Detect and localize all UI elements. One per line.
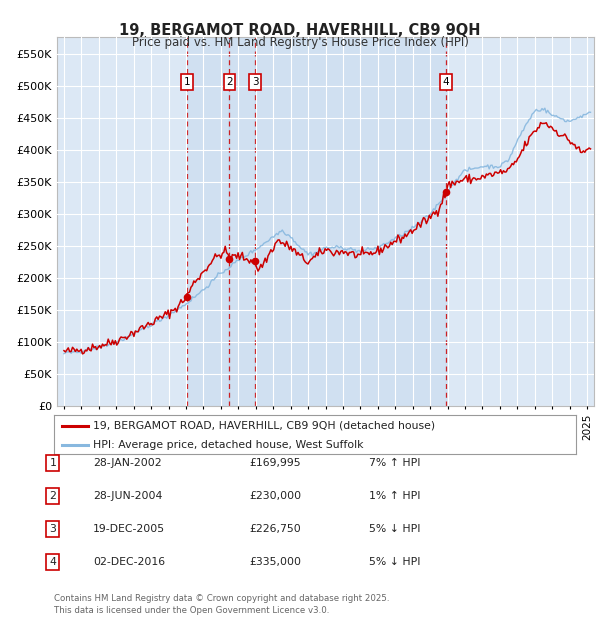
Text: 19, BERGAMOT ROAD, HAVERHILL, CB9 9QH (detached house): 19, BERGAMOT ROAD, HAVERHILL, CB9 9QH (d… — [93, 421, 435, 431]
Text: 19-DEC-2005: 19-DEC-2005 — [93, 524, 165, 534]
Text: 5% ↓ HPI: 5% ↓ HPI — [369, 557, 421, 567]
Text: 1: 1 — [49, 458, 56, 468]
Text: £335,000: £335,000 — [249, 557, 301, 567]
Bar — [229, 37, 255, 406]
Text: 1% ↑ HPI: 1% ↑ HPI — [369, 491, 421, 501]
Text: £226,750: £226,750 — [249, 524, 301, 534]
Text: 4: 4 — [49, 557, 56, 567]
Bar — [255, 37, 446, 406]
Bar — [187, 37, 229, 406]
Text: 28-JAN-2002: 28-JAN-2002 — [93, 458, 161, 468]
Text: 3: 3 — [252, 77, 259, 87]
Text: £230,000: £230,000 — [249, 491, 301, 501]
Text: 28-JUN-2004: 28-JUN-2004 — [93, 491, 163, 501]
Text: Contains HM Land Registry data © Crown copyright and database right 2025.
This d: Contains HM Land Registry data © Crown c… — [54, 594, 389, 615]
Text: 4: 4 — [443, 77, 449, 87]
Text: 19, BERGAMOT ROAD, HAVERHILL, CB9 9QH: 19, BERGAMOT ROAD, HAVERHILL, CB9 9QH — [119, 23, 481, 38]
Text: 5% ↓ HPI: 5% ↓ HPI — [369, 524, 421, 534]
Text: Price paid vs. HM Land Registry's House Price Index (HPI): Price paid vs. HM Land Registry's House … — [131, 36, 469, 49]
Text: £169,995: £169,995 — [249, 458, 301, 468]
Text: HPI: Average price, detached house, West Suffolk: HPI: Average price, detached house, West… — [93, 440, 364, 450]
Text: 3: 3 — [49, 524, 56, 534]
Text: 1: 1 — [184, 77, 191, 87]
Text: 7% ↑ HPI: 7% ↑ HPI — [369, 458, 421, 468]
Text: 02-DEC-2016: 02-DEC-2016 — [93, 557, 165, 567]
Text: 2: 2 — [49, 491, 56, 501]
Text: 2: 2 — [226, 77, 233, 87]
